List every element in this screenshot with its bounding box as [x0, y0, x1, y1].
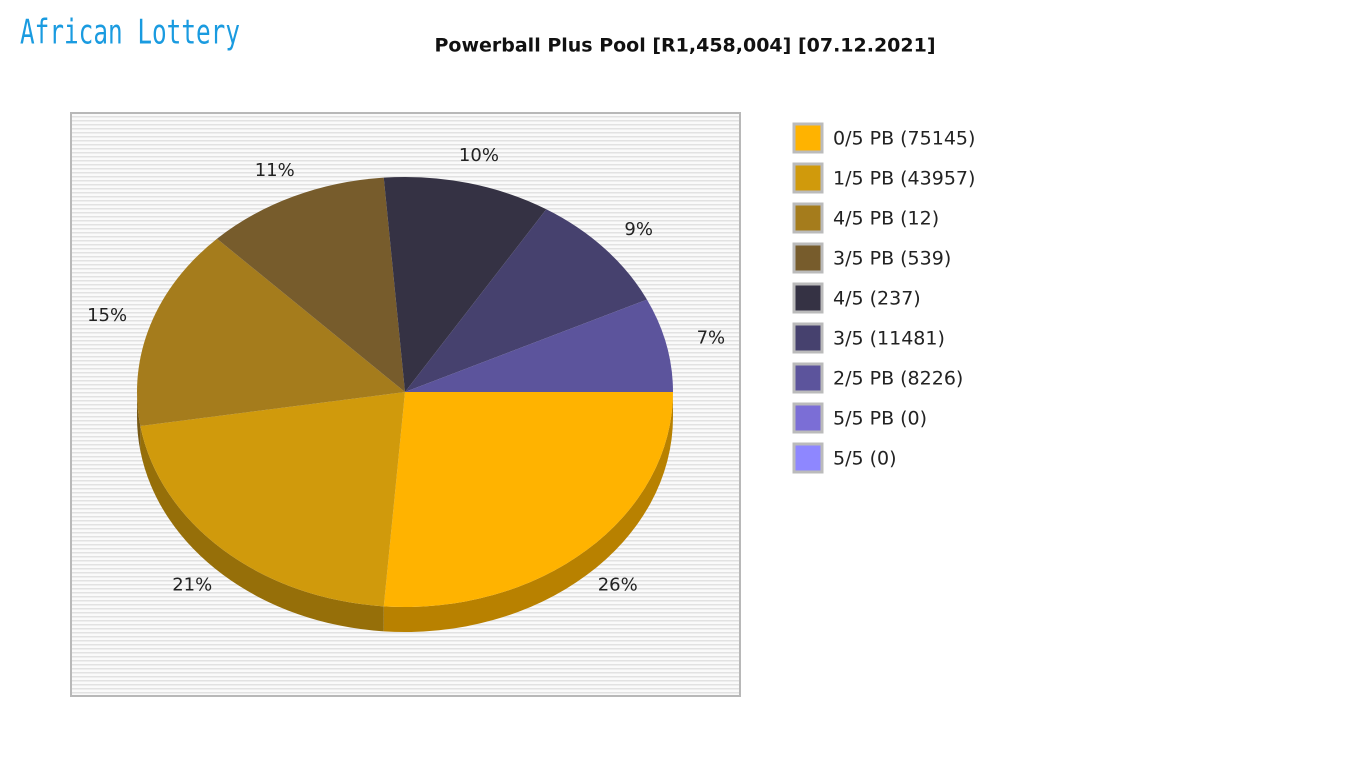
slice [140, 392, 405, 607]
legend-label: 3/5 PB (539) [833, 248, 951, 270]
legend-swatch [792, 442, 824, 474]
legend: 0/5 PB (75145) 1/5 PB (43957) 4/5 PB (12) 3… [792, 122, 975, 474]
slice [217, 177, 405, 392]
slice-value: 10 [459, 145, 482, 166]
legend-swatch [792, 202, 824, 234]
legend-label: 5/5 (0) [833, 448, 897, 470]
slice-value: 21 [172, 574, 195, 595]
slice [383, 392, 673, 608]
legend-swatch [792, 282, 824, 314]
slice-side [140, 425, 384, 632]
slice [383, 177, 547, 392]
slice-label: 9% [624, 219, 653, 240]
slice-label: 26% [598, 574, 638, 595]
slice-side [137, 392, 141, 451]
slice [405, 299, 673, 392]
slice-label: 11% [255, 160, 295, 181]
legend-swatch [792, 322, 824, 354]
slice-value: 9 [624, 219, 635, 240]
chart-title: Powerball Plus Pool [R1,458,004] [07.12.… [434, 35, 935, 57]
legend-swatch [792, 162, 824, 194]
pie: 26% 21% 15% 11% 10% 9% 7% [87, 145, 726, 633]
legend-swatch [792, 122, 824, 154]
slice-value: 7 [697, 327, 708, 348]
slice-side [383, 392, 673, 633]
legend-label: 1/5 PB (43957) [833, 168, 975, 190]
slice-label: 7% [697, 327, 726, 348]
legend-label: 0/5 PB (75145) [833, 128, 975, 150]
slice-label: 15% [87, 305, 127, 326]
slice-value: 15 [87, 305, 110, 326]
legend-label: 3/5 (11481) [833, 328, 945, 350]
slice-value: 11 [255, 160, 278, 181]
slice [405, 209, 647, 392]
legend-swatch [792, 402, 824, 434]
legend-label: 2/5 PB (8226) [833, 368, 963, 390]
legend-label: 4/5 PB (12) [833, 208, 939, 230]
legend-swatch [792, 362, 824, 394]
slice-label: 21% [172, 574, 212, 595]
slice-label: 10% [459, 145, 499, 166]
legend-label: 5/5 PB (0) [833, 408, 927, 430]
logo[interactable]: African Lottery [20, 13, 240, 53]
slice [137, 238, 405, 426]
legend-label: 4/5 (237) [833, 288, 921, 310]
slice-value: 26 [598, 574, 621, 595]
legend-swatch [792, 242, 824, 274]
